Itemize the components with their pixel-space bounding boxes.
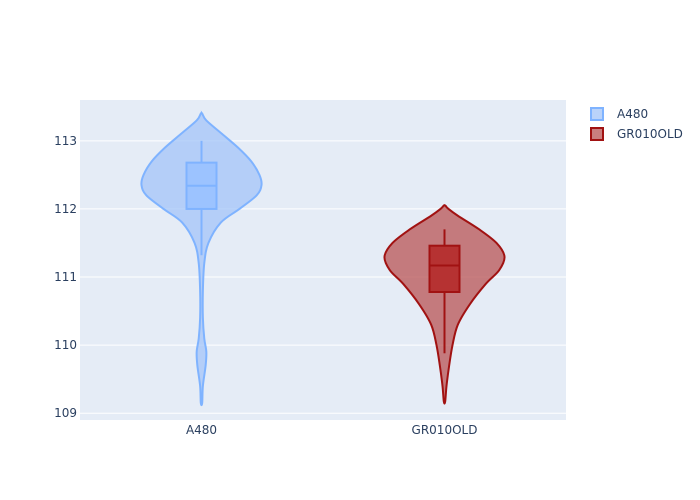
legend-swatch-gr010old <box>590 127 604 141</box>
y-tick-label-113: 113 <box>54 134 77 148</box>
violin-a480 <box>140 110 263 407</box>
x-axis: A480 GR010OLD <box>186 423 478 437</box>
y-tick-label-109: 109 <box>54 406 77 420</box>
box-gr010old <box>428 244 461 294</box>
violin-body-a480 <box>140 110 263 407</box>
y-tick-label-110: 110 <box>54 338 77 352</box>
violins <box>140 110 506 407</box>
legend[interactable]: A480 GR010OLD <box>590 107 683 141</box>
x-tick-label-gr010old: GR010OLD <box>412 423 478 437</box>
y-axis: 109 110 111 112 113 <box>54 134 77 420</box>
x-tick-label-a480: A480 <box>186 423 217 437</box>
legend-swatch-a480 <box>590 107 604 121</box>
violin-gr010old <box>383 204 506 405</box>
y-tick-label-112: 112 <box>54 202 77 216</box>
legend-label-gr010old: GR010OLD <box>617 127 683 141</box>
y-tick-label-111: 111 <box>54 270 77 284</box>
legend-item-gr010old[interactable]: GR010OLD <box>590 127 683 141</box>
legend-item-a480[interactable]: A480 <box>590 107 648 121</box>
legend-label-a480: A480 <box>617 107 648 121</box>
